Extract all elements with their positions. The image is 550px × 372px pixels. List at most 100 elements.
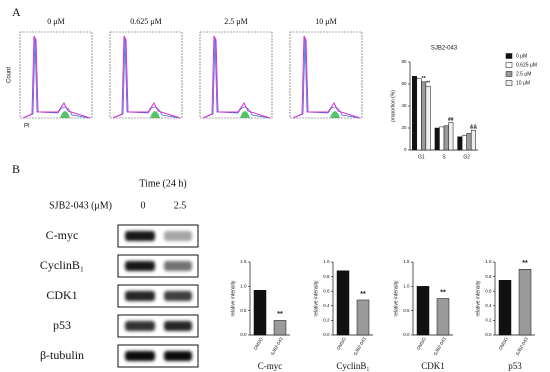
condition-title: 2.5 μM — [224, 17, 247, 26]
chart-xlabel: CyclinB₁ — [336, 361, 369, 371]
flow-fit — [112, 37, 181, 119]
bar — [439, 126, 445, 151]
legend-label: 0 μM — [516, 53, 527, 59]
x-tick-label: SJB2-043 — [515, 336, 529, 356]
blot-frame — [117, 224, 199, 248]
blot-band — [164, 261, 192, 271]
bar — [518, 269, 532, 336]
legend-swatch — [505, 71, 513, 77]
panel-label: B — [12, 162, 20, 176]
y-tick-label: 40 — [401, 103, 407, 108]
x-tick-label: DMSO — [253, 336, 264, 351]
protein-label: β-tubulin — [40, 348, 84, 362]
legend-label: 2.5 μM — [516, 71, 531, 77]
y-tick-label: 0 — [404, 147, 407, 152]
blot-frame — [117, 284, 199, 308]
annotation: ** — [426, 81, 430, 87]
flow-g2-fill — [240, 111, 250, 118]
y-tick-label: 0.2 — [485, 318, 492, 323]
y-tick-label: 0.0 — [323, 332, 330, 337]
chart-xlabel: CDK1 — [421, 361, 445, 371]
blot-frame — [117, 314, 199, 338]
protein-label: CyclinB₁ — [40, 258, 84, 272]
y-tick-label: 0.0 — [485, 332, 492, 337]
blot-band — [125, 231, 155, 241]
condition-title: 10 μM — [315, 17, 336, 26]
y-tick-label: 1.5 — [403, 259, 410, 264]
flow-fit — [22, 37, 91, 119]
y-tick-label: 0.4 — [323, 303, 330, 308]
blot-frame — [117, 254, 199, 278]
annotation: ** — [422, 76, 426, 82]
chart-xlabel: p53 — [508, 361, 522, 371]
bar — [448, 122, 454, 151]
bar — [416, 78, 422, 151]
flow-frame — [19, 31, 93, 119]
dose-label: 0 — [141, 200, 146, 211]
blot-band — [125, 291, 155, 301]
y-tick-label: 0.0 — [403, 332, 410, 337]
condition-title: 0 μM — [47, 17, 64, 26]
y-tick-label: 0.5 — [403, 308, 410, 313]
bar — [356, 299, 370, 336]
bar — [421, 81, 427, 151]
flow-histogram — [22, 35, 91, 119]
blot-frame — [117, 344, 199, 368]
bar — [434, 127, 440, 151]
x-tick-label: SJB2-043 — [353, 336, 367, 356]
chart-xlabel: C-myc — [258, 361, 283, 371]
time-label: Time (24 h) — [139, 178, 186, 189]
annotation: ** — [360, 291, 366, 298]
chart-title: SJB2-043 — [431, 46, 458, 52]
flow-g2-fill — [330, 111, 340, 118]
blot-band — [164, 351, 192, 361]
x-tick-label: SJB2-043 — [433, 336, 447, 356]
y-tick-label: 0.2 — [323, 318, 330, 323]
y-axis-label: relative intensity — [393, 280, 399, 316]
bar — [412, 76, 418, 151]
y-tick-label: 0.8 — [485, 274, 492, 279]
y-tick-label: 60 — [401, 81, 407, 86]
bar — [466, 133, 472, 151]
bar — [416, 286, 430, 336]
bar — [461, 135, 467, 151]
legend-swatch — [505, 80, 513, 86]
annotation: ** — [440, 289, 446, 296]
y-tick-label: 1.0 — [485, 259, 492, 264]
blot-band — [164, 291, 192, 301]
y-axis-label: relative intensity — [475, 280, 481, 316]
treatment-label: SJB2-043 (μM) — [49, 200, 112, 211]
y-axis-label: relative intensity — [313, 280, 319, 316]
bar — [273, 320, 287, 336]
y-tick-label: 1.0 — [240, 284, 247, 289]
y-tick-label: 1.5 — [240, 259, 247, 264]
condition-title: 0.625 μM — [130, 17, 161, 26]
flow-g2-fill — [150, 111, 160, 118]
x-tick-label: DMSO — [416, 336, 427, 351]
blot-band — [125, 351, 155, 361]
legend-label: 10 μM — [516, 80, 530, 86]
y-tick-label: 0.0 — [240, 332, 247, 337]
flow-xlabel: PI — [24, 124, 30, 130]
legend-label: 0.625 μM — [516, 62, 537, 68]
blot-band — [125, 261, 155, 271]
x-tick-label: G1 — [418, 154, 425, 160]
dose-label: 2.5 — [174, 200, 187, 211]
x-tick-label: DMSO — [336, 336, 347, 351]
y-tick-label: 1.0 — [323, 259, 330, 264]
flow-frame — [109, 31, 183, 119]
y-tick-label: 0.8 — [323, 274, 330, 279]
y-tick-label: 0.6 — [485, 288, 492, 293]
flow-frame — [289, 31, 363, 119]
blot-band — [164, 231, 192, 241]
legend-swatch — [505, 53, 513, 59]
protein-label: C-myc — [46, 228, 79, 242]
y-tick-label: 0.4 — [485, 303, 492, 308]
y-axis-label: relative intensity — [230, 280, 236, 316]
x-tick-label: DMSO — [498, 336, 509, 351]
flow-g2-fill — [60, 111, 70, 118]
y-tick-label: 80 — [401, 59, 407, 64]
annotation: ## — [448, 117, 454, 123]
flow-ylabel: Count — [7, 67, 13, 83]
